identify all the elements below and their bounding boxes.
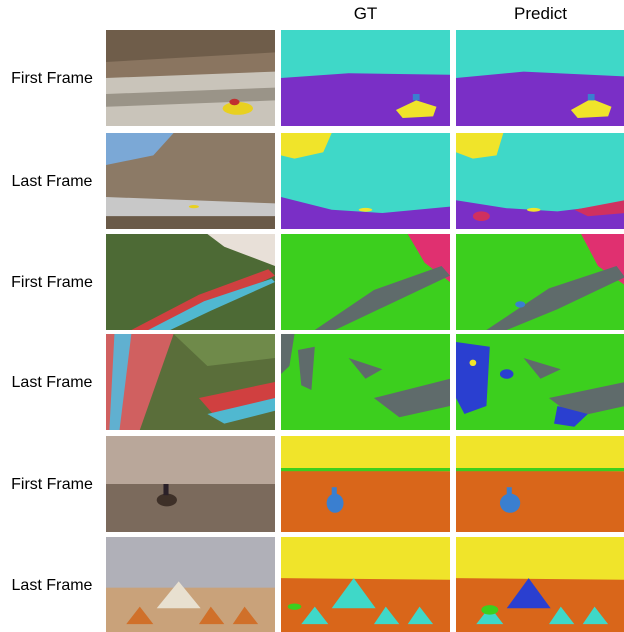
- figure: GT Predict First Frame Last Frame First Fr…: [0, 0, 624, 632]
- photo: [106, 30, 275, 126]
- gt-mask-image: [281, 133, 450, 229]
- gt-mask: [281, 334, 450, 430]
- photo: [106, 334, 275, 430]
- photo: [106, 133, 275, 229]
- predicted-mask-image: [456, 234, 624, 330]
- predicted-mask: [456, 133, 624, 229]
- gt-mask-image: [281, 537, 450, 632]
- row-label: First Frame: [0, 476, 104, 494]
- row-label: First Frame: [0, 70, 104, 88]
- photo: [106, 537, 275, 632]
- photo-image: [106, 234, 275, 330]
- column-header: GT: [281, 4, 450, 24]
- photo: [106, 234, 275, 330]
- row-label: Last Frame: [0, 577, 104, 595]
- gt-mask: [281, 30, 450, 126]
- gt-mask-image: [281, 436, 450, 532]
- gt-mask-image: [281, 234, 450, 330]
- photo-image: [106, 30, 275, 126]
- predicted-mask: [456, 436, 624, 532]
- photo: [106, 436, 275, 532]
- predicted-mask-image: [456, 133, 624, 229]
- row-label: Last Frame: [0, 173, 104, 191]
- predicted-mask-image: [456, 30, 624, 126]
- predicted-mask: [456, 30, 624, 126]
- gt-mask-image: [281, 334, 450, 430]
- row-label: Last Frame: [0, 374, 104, 392]
- column-header: Predict: [456, 4, 624, 24]
- gt-mask: [281, 537, 450, 632]
- gt-mask: [281, 436, 450, 532]
- gt-mask: [281, 133, 450, 229]
- gt-mask: [281, 234, 450, 330]
- row-label: First Frame: [0, 274, 104, 292]
- gt-mask-image: [281, 30, 450, 126]
- photo-image: [106, 334, 275, 430]
- predicted-mask-image: [456, 537, 624, 632]
- predicted-mask-image: [456, 436, 624, 532]
- predicted-mask-image: [456, 334, 624, 430]
- predicted-mask: [456, 537, 624, 632]
- predicted-mask: [456, 334, 624, 430]
- photo-image: [106, 436, 275, 532]
- predicted-mask: [456, 234, 624, 330]
- photo-image: [106, 537, 275, 632]
- photo-image: [106, 133, 275, 229]
